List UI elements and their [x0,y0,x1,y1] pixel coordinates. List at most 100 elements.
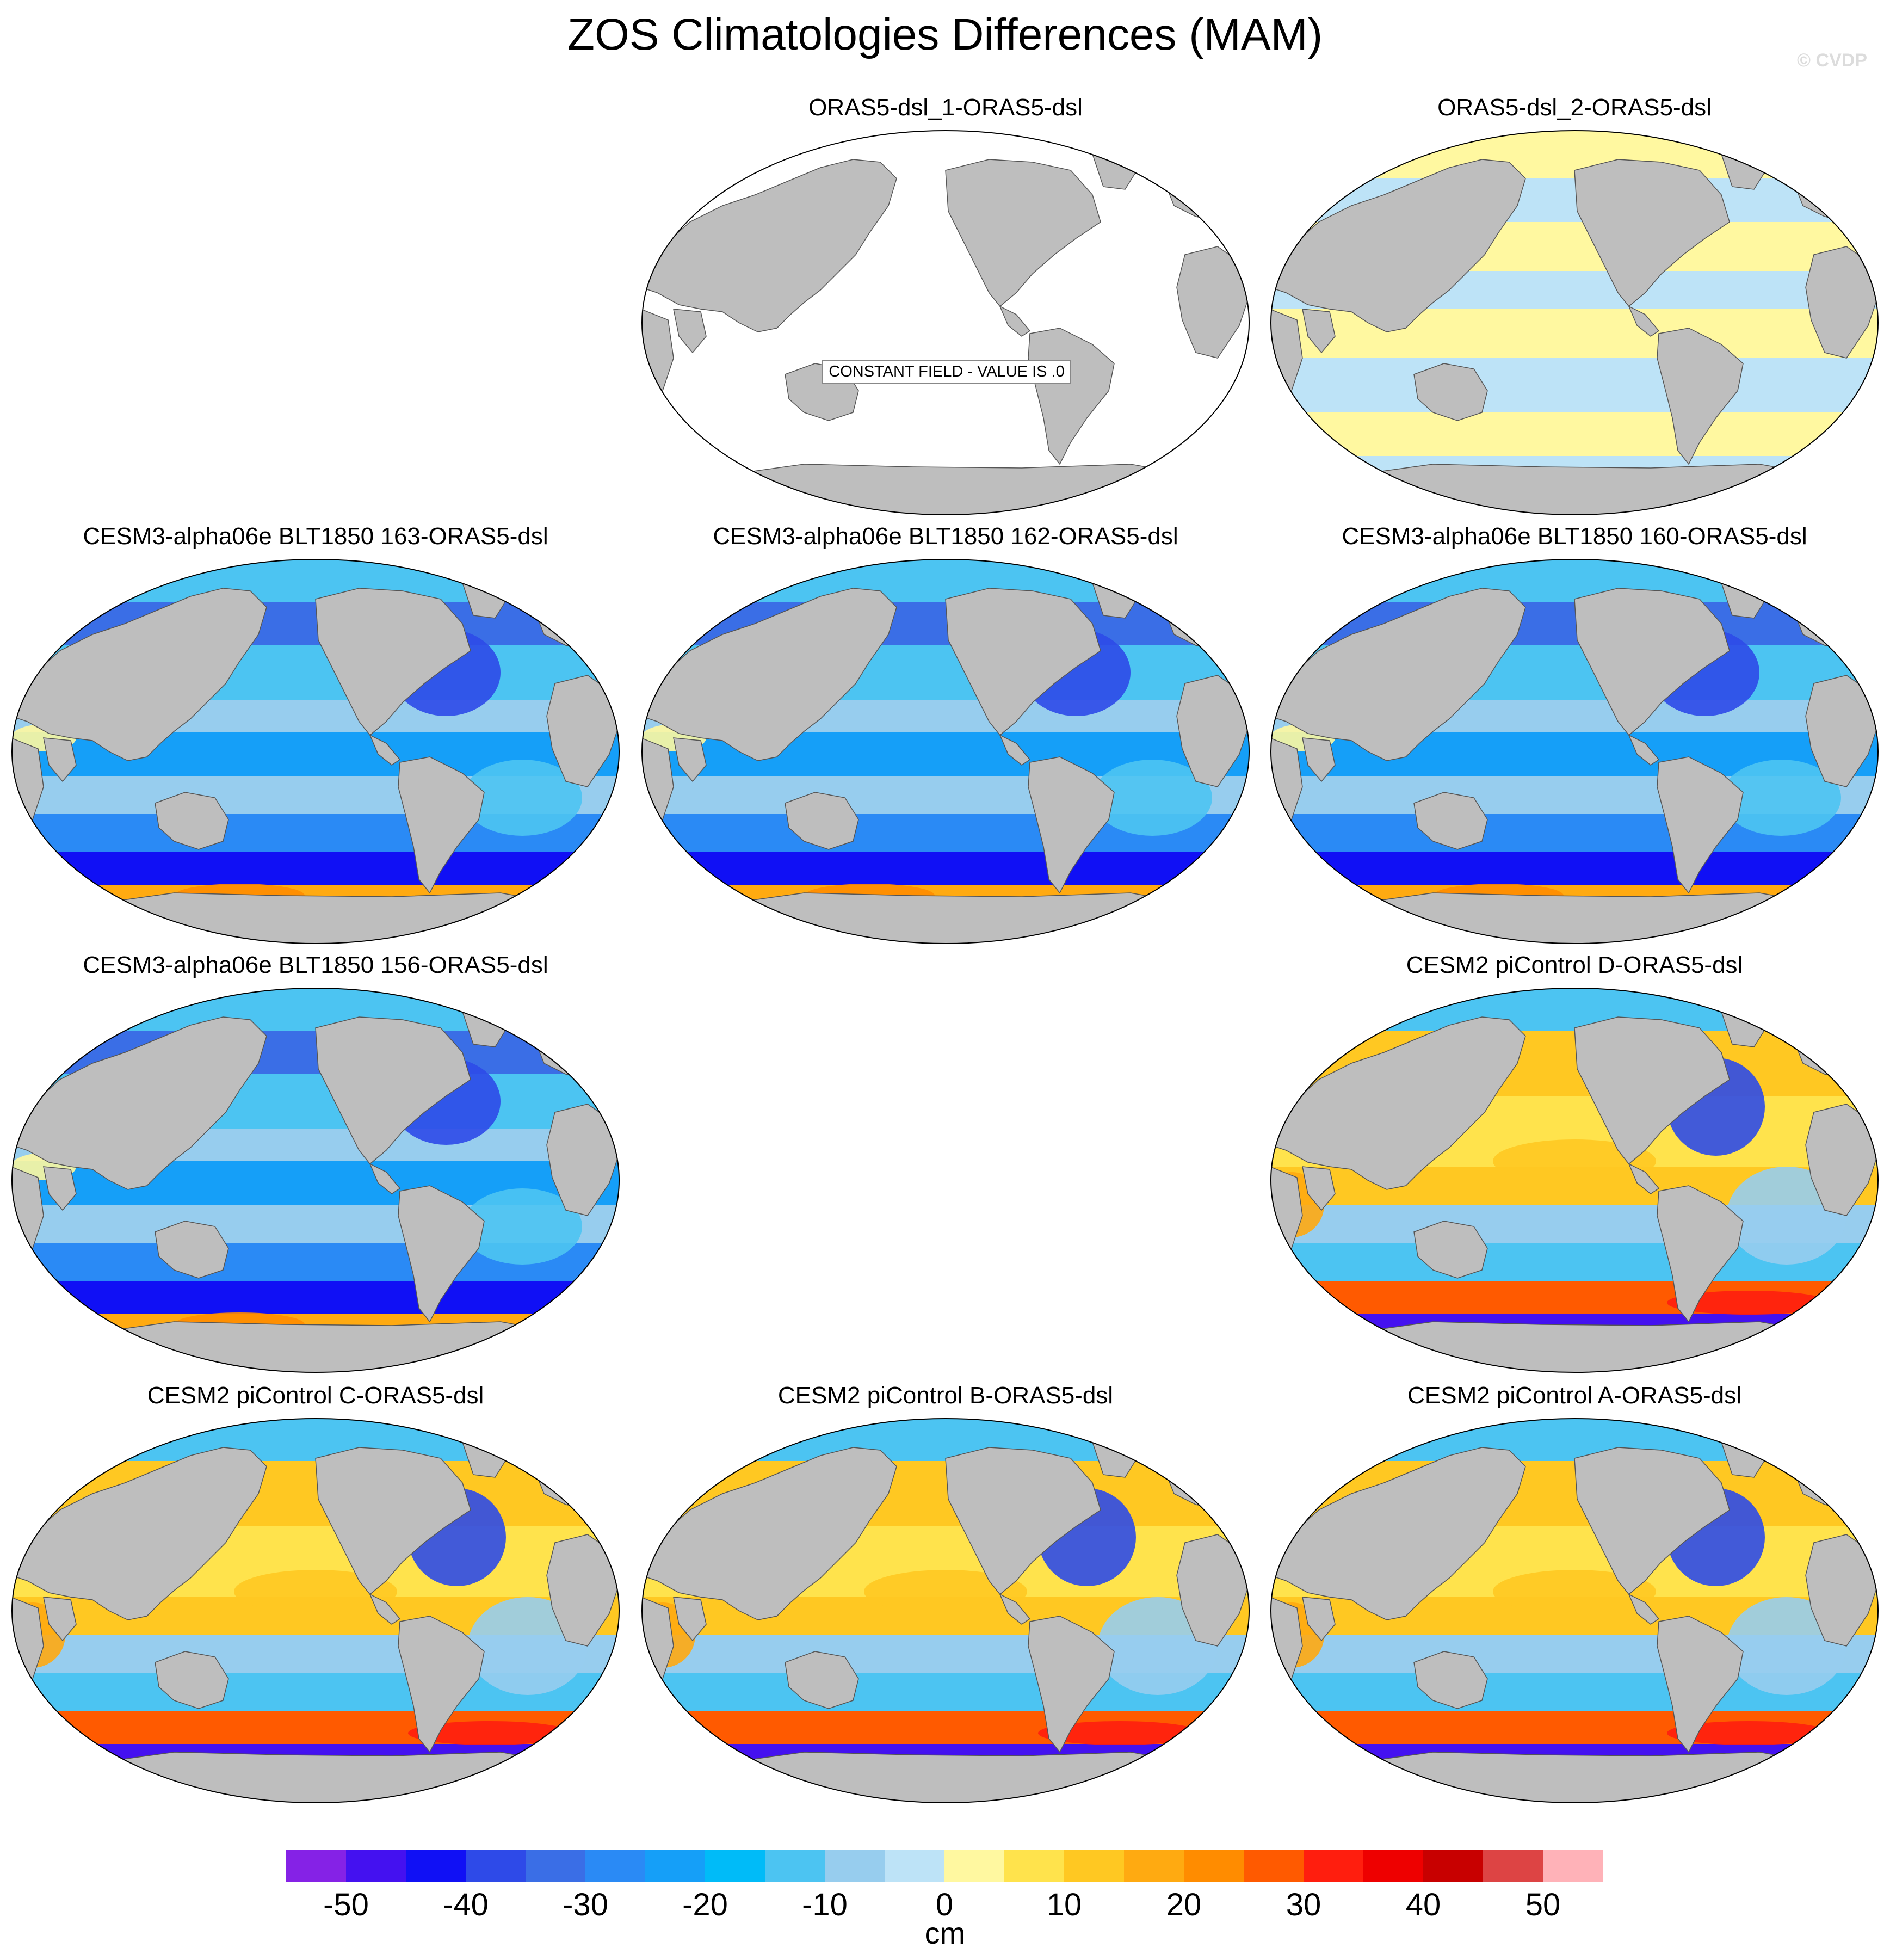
land-mass [1028,756,1115,894]
colorbar [286,1850,1603,1882]
land-mass [945,1447,1101,1595]
land-mass [673,1597,707,1642]
colorbar-tick-label: -50 [323,1887,369,1922]
panel-title: CESM2 piControl D-ORAS5-dsl [1406,952,1743,978]
ocean-band [1271,559,1878,602]
land-mass [1574,588,1730,736]
colorbar-box [765,1850,825,1882]
ocean-anomaly-region [462,760,582,836]
colorbar-box [885,1850,945,1882]
colorbar-box [1064,1850,1125,1882]
colorbar-tick-label: -10 [802,1887,848,1922]
land-mass [398,756,485,894]
constant-field-label: CONSTANT FIELD - VALUE IS .0 [822,360,1071,384]
ocean-band [642,1419,1249,1461]
land-mass [642,588,897,761]
land-mass [785,792,859,850]
land-mass [1413,363,1488,421]
colorbar-box [1244,1850,1304,1882]
land-mass [1628,305,1660,337]
colorbar-tick-label: 30 [1286,1887,1321,1922]
map-panel-p5: CESM3-alpha06e BLT1850 160-ORAS5-dsl [1264,520,1885,950]
land-mass [155,792,229,850]
land-mass [43,1166,77,1211]
map-outline [1270,988,1879,1373]
colorbar-tick-label: -40 [443,1887,489,1922]
land-mass [315,1447,471,1595]
land-mass [1574,159,1730,307]
ocean-anomaly-region [234,1570,397,1613]
colorbar-box [526,1850,586,1882]
colorbar-tick-label: -20 [682,1887,728,1922]
colorbar-box [406,1850,466,1882]
map-outline [1270,559,1879,944]
world-map [11,559,620,944]
land-mass [1413,1651,1488,1709]
land-mass [43,1597,77,1642]
colorbar-tick-label: -30 [563,1887,608,1922]
land-mass [945,588,1101,736]
land-mass [1628,1163,1660,1194]
panel-title: CESM3-alpha06e BLT1850 156-ORAS5-dsl [83,952,548,978]
map-outline [641,559,1250,944]
panel-title: CESM2 piControl A-ORAS5-dsl [1407,1382,1741,1409]
colorbar-box [1483,1850,1543,1882]
land-mass [999,734,1031,766]
world-map [11,988,620,1373]
world-map [11,1418,620,1803]
panel-title: CESM2 piControl C-ORAS5-dsl [147,1382,484,1409]
land-mass [1302,1166,1336,1211]
map-panel-p8: CESM2 piControl C-ORAS5-dsl [5,1379,626,1809]
ocean-anomaly-region [1038,1721,1201,1745]
map-panel-p7: CESM2 piControl D-ORAS5-dsl [1264,949,1885,1379]
land-mass [1413,1221,1488,1279]
colorbar-box [1004,1850,1065,1882]
world-map [641,1418,1250,1803]
colorbar-box [645,1850,706,1882]
land-mass [75,1752,578,1803]
colorbar-box [585,1850,646,1882]
ocean-band [12,1281,619,1314]
land-mass [398,1185,485,1323]
map-panel-p10: CESM2 piControl A-ORAS5-dsl [1264,1379,1885,1809]
land-mass [1334,892,1837,944]
land-mass [785,1651,859,1709]
ocean-band [12,1419,619,1461]
map-outline [1270,130,1879,515]
colorbar-tick-label: 40 [1405,1887,1441,1922]
land-mass [642,737,674,865]
map-outline [11,1418,620,1803]
colorbar-box [1543,1850,1603,1882]
ocean-anomaly-region [1092,760,1212,836]
land-mass [398,1616,485,1753]
panel-title: CESM3-alpha06e BLT1850 162-ORAS5-dsl [713,523,1178,550]
colorbar-box [1363,1850,1424,1882]
land-mass [43,737,77,782]
land-mass [1271,308,1303,436]
panel-title: CESM3-alpha06e BLT1850 163-ORAS5-dsl [83,523,548,550]
land-mass [642,1596,674,1724]
land-mass [155,1651,229,1709]
world-map [1270,1418,1879,1803]
land-mass [12,1596,44,1724]
colorbar-box [1184,1850,1244,1882]
colorbar-box [1304,1850,1364,1882]
land-mass [369,1163,401,1194]
ocean-band [642,131,1249,515]
panel-title: ORAS5-dsl_1-ORAS5-dsl [808,94,1083,121]
ocean-anomaly-region [1721,760,1841,836]
colorbar-unit-label: cm [924,1916,966,1950]
land-mass [642,159,897,332]
land-mass [1271,159,1526,332]
land-mass [12,588,267,761]
colorbar-box [1423,1850,1484,1882]
land-mass [1271,1166,1303,1293]
land-mass [642,1447,897,1620]
map-panel-p6: CESM3-alpha06e BLT1850 156-ORAS5-dsl [5,949,626,1379]
world-map [1270,130,1879,515]
land-mass [12,1447,267,1620]
land-mass [1271,737,1303,865]
land-mass [642,308,674,436]
land-mass [1334,464,1837,515]
land-mass [155,1221,229,1279]
